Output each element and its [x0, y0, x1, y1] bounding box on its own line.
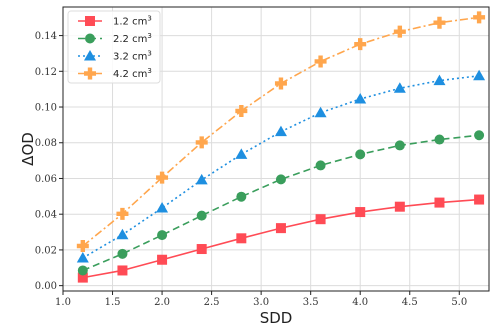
data-point	[196, 210, 207, 221]
data-point	[315, 214, 326, 225]
series-group	[76, 11, 486, 283]
y-tick-label: 0.08	[35, 138, 57, 149]
data-point	[474, 130, 485, 141]
y-tick-label: 0.12	[35, 67, 57, 78]
legend-box	[67, 10, 161, 84]
data-point	[474, 194, 485, 205]
legend-label-superscript: 3	[147, 15, 151, 23]
data-point	[157, 230, 168, 241]
legend-marker	[84, 50, 96, 61]
data-point	[274, 125, 287, 137]
legend-entry: 4.2 cm3	[78, 67, 152, 80]
data-point	[116, 228, 129, 240]
data-point	[77, 272, 88, 283]
legend-entry: 3.2 cm3	[78, 50, 152, 63]
x-tick-label: 3.5	[303, 297, 319, 308]
y-tick-label: 0.02	[35, 245, 57, 256]
legend-label: 1.2 cm3	[113, 15, 152, 28]
data-point	[157, 254, 168, 265]
data-point	[76, 239, 89, 252]
data-point	[433, 16, 446, 29]
legend-entry: 1.2 cm3	[78, 15, 152, 28]
data-point	[355, 149, 366, 160]
data-point	[314, 106, 327, 118]
legend-label: 2.2 cm3	[113, 32, 152, 45]
data-point	[434, 197, 445, 208]
y-tick-label: 0.14	[35, 31, 57, 42]
data-point	[235, 148, 248, 159]
legend-label-superscript: 3	[147, 50, 151, 58]
data-point	[274, 77, 287, 90]
data-point	[434, 134, 445, 145]
legend-label-superscript: 3	[147, 67, 151, 75]
series-line	[82, 198, 480, 279]
x-tick-label: 1.0	[55, 297, 71, 308]
y-tick-label: 0.06	[35, 174, 57, 185]
y-axis-label: ΔOD	[19, 132, 37, 166]
data-point	[473, 69, 486, 81]
data-point	[355, 207, 366, 218]
data-point	[156, 201, 169, 213]
series-3	[76, 69, 486, 263]
legend-entry: 2.2 cm3	[78, 32, 152, 45]
data-point	[393, 25, 406, 38]
data-point	[236, 233, 247, 244]
x-tick-label: 2.5	[204, 297, 220, 308]
plot-frame	[62, 6, 490, 292]
data-point	[275, 174, 286, 185]
grid	[62, 7, 489, 291]
data-point	[116, 207, 129, 220]
data-point	[195, 136, 208, 149]
data-point	[473, 11, 486, 24]
x-axis-label: SDD	[260, 309, 293, 327]
x-tick-label: 5.0	[451, 297, 467, 308]
data-point	[196, 244, 207, 255]
data-point	[275, 223, 286, 234]
data-point	[76, 251, 89, 263]
legend-label: 4.2 cm3	[113, 67, 152, 80]
legend-label: 3.2 cm3	[113, 50, 152, 63]
data-point	[433, 74, 446, 86]
data-point	[315, 160, 326, 171]
legend-marker	[84, 67, 96, 80]
legend-label-superscript: 3	[147, 32, 151, 40]
data-point	[394, 201, 405, 212]
x-tick-label: 1.5	[105, 297, 121, 308]
data-point	[354, 92, 367, 104]
data-point	[354, 38, 367, 51]
data-point	[117, 265, 128, 276]
data-point	[236, 191, 247, 202]
y-tick-label: 0.00	[35, 281, 57, 292]
y-tick-label: 0.04	[35, 210, 57, 221]
x-tick-label: 3.0	[253, 297, 269, 308]
data-point	[235, 104, 248, 117]
series-2	[77, 130, 485, 276]
data-point	[314, 55, 327, 68]
data-point	[393, 82, 406, 93]
data-point	[195, 173, 208, 185]
series-4	[76, 11, 486, 252]
data-point	[117, 248, 128, 259]
y-tick-label: 0.10	[35, 103, 57, 114]
data-point	[156, 171, 169, 184]
x-tick-label: 4.5	[402, 297, 418, 308]
x-tick-label: 4.0	[352, 297, 368, 308]
series-line	[82, 134, 480, 272]
legend-marker	[85, 33, 95, 44]
series-1	[77, 194, 485, 283]
x-tick-label: 2.0	[154, 297, 170, 308]
legend-marker	[85, 16, 95, 26]
data-point	[77, 265, 88, 276]
x-axis-ticks: 1.0 1.5 2.0 2.5 3.0 3.5 4.0 4.5 5.0	[55, 291, 467, 308]
data-point	[394, 140, 405, 151]
legend: 1.2 cm3 2.2 cm3 3.2 cm3 4.2 cm3	[67, 10, 161, 84]
y-axis-ticks: 0.00 0.02 0.04 0.06 0.08 0.10 0.12 0.14	[35, 31, 63, 292]
